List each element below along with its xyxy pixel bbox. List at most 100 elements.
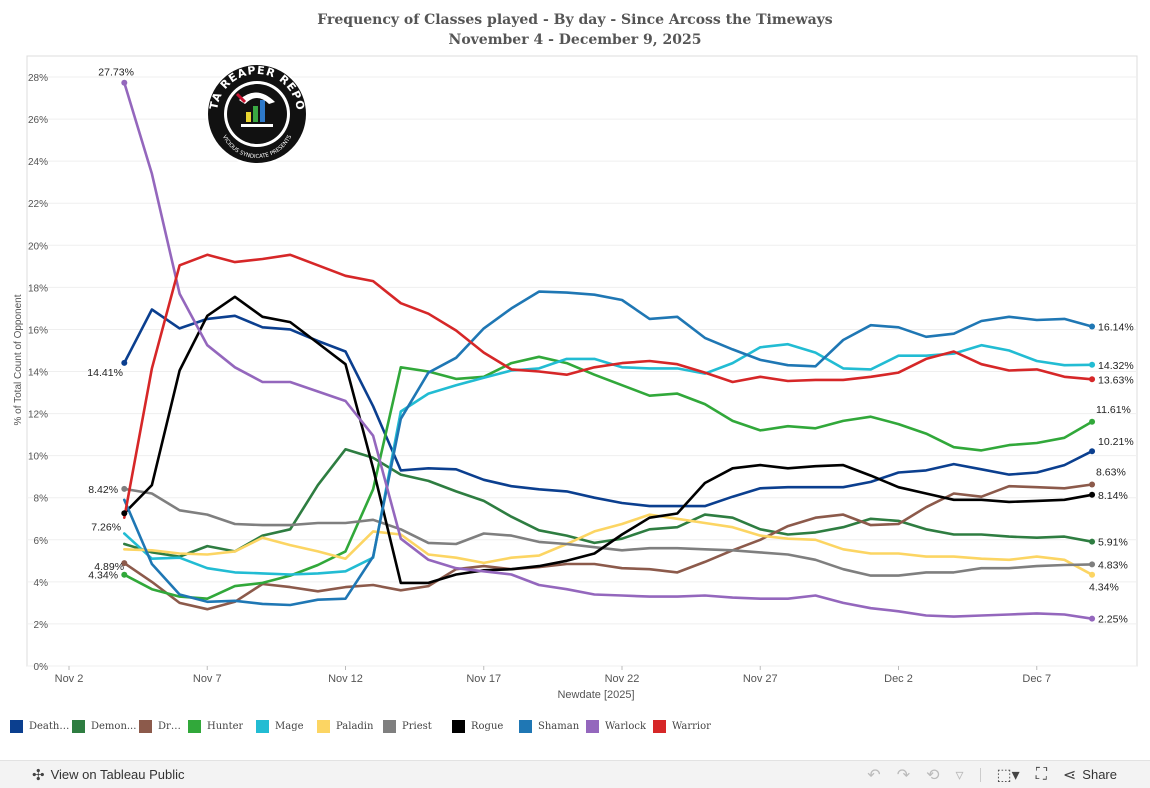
legend-label: Warrior bbox=[672, 720, 711, 732]
legend-swatch bbox=[72, 719, 85, 733]
legend-label: Shaman bbox=[538, 720, 580, 732]
series-endpoints bbox=[121, 79, 1096, 622]
legend-swatch bbox=[10, 719, 23, 733]
legend-item-warrior[interactable]: Warrior bbox=[653, 719, 713, 733]
undo-icon[interactable]: ↶ bbox=[867, 766, 881, 784]
series-line-priest[interactable] bbox=[123, 487, 1094, 577]
start-data-label: 4.34% bbox=[88, 570, 118, 582]
legend-swatch bbox=[519, 719, 532, 733]
y-tick-label: 0% bbox=[34, 662, 49, 673]
series-start-point[interactable] bbox=[121, 359, 128, 366]
x-tick-label: Nov 22 bbox=[605, 673, 640, 685]
share-icon: ⋖ bbox=[1062, 766, 1077, 784]
legend-label: Druid bbox=[158, 720, 186, 732]
legend-item-demon-hunter[interactable]: Demon... bbox=[72, 719, 139, 733]
legend-label: Hunter bbox=[207, 720, 244, 732]
series-end-point[interactable] bbox=[1089, 538, 1096, 545]
view-on-tableau-link[interactable]: ✣ View on Tableau Public bbox=[32, 766, 185, 784]
series-end-point[interactable] bbox=[1089, 448, 1096, 455]
series-line-paladin[interactable] bbox=[123, 513, 1094, 576]
start-data-label: 8.42% bbox=[88, 484, 118, 496]
end-data-label: 8.63% bbox=[1096, 466, 1126, 478]
legend-label: Paladin bbox=[336, 720, 374, 732]
end-data-label: 4.34% bbox=[1089, 582, 1119, 594]
legend-swatch bbox=[317, 719, 330, 733]
legend-swatch bbox=[256, 719, 269, 733]
legend-swatch bbox=[586, 719, 599, 733]
legend-label: Warlock bbox=[605, 720, 647, 732]
series-line-rogue[interactable] bbox=[123, 295, 1094, 585]
legend-item-shaman[interactable]: Shaman bbox=[519, 719, 586, 733]
start-data-label: 4.89% bbox=[94, 561, 124, 573]
legend-item-hunter[interactable]: Hunter bbox=[188, 719, 256, 733]
legend-label: Priest bbox=[402, 720, 432, 732]
x-tick-label: Nov 27 bbox=[743, 673, 778, 685]
end-data-label: 4.83% bbox=[1098, 559, 1128, 571]
x-tick-label: Nov 12 bbox=[328, 673, 363, 685]
y-axis-label: % of Total Count of Opponent bbox=[13, 294, 24, 425]
legend-item-warlock[interactable]: Warlock bbox=[586, 719, 653, 733]
legend-label: Demon... bbox=[91, 720, 137, 732]
series-end-point[interactable] bbox=[1089, 561, 1096, 568]
legend-swatch bbox=[188, 719, 201, 733]
y-axis-ticks: 0% 2% 4% 6% 8% 10% 12% 14% 16% 18% 20% 22% 24% 26% 28% bbox=[28, 73, 48, 673]
series-end-point[interactable] bbox=[1089, 418, 1096, 425]
x-tick-label: Nov 17 bbox=[466, 673, 501, 685]
legend-item-rogue[interactable]: Rogue bbox=[452, 719, 519, 733]
series-end-point[interactable] bbox=[1089, 571, 1096, 578]
revert-icon[interactable]: ⟲ bbox=[926, 766, 940, 784]
start-data-label: 7.26% bbox=[91, 521, 121, 533]
series-line-demon-hunter[interactable] bbox=[123, 448, 1094, 558]
legend-item-mage[interactable]: Mage bbox=[256, 719, 317, 733]
chart-title: Frequency of Classes played - By day - S… bbox=[0, 10, 1150, 50]
series-line-mage[interactable] bbox=[123, 342, 1094, 576]
end-data-label: 16.14% bbox=[1098, 322, 1134, 334]
series-end-point[interactable] bbox=[1089, 361, 1096, 368]
x-tick-label: Dec 7 bbox=[1022, 673, 1051, 685]
series-start-point[interactable] bbox=[121, 79, 128, 86]
x-axis-ticks: Nov 2 Nov 7 Nov 12 Nov 17 Nov 22 Nov 27 Dec 2 D… bbox=[55, 666, 1051, 685]
y-tick-label: 10% bbox=[28, 452, 48, 463]
download-icon[interactable]: ⬚▾ bbox=[996, 766, 1020, 784]
tableau-toolbar: ✣ View on Tableau Public ↶ ↷ ⟲ ▿ ⬚▾ ⛶ ⋖ … bbox=[0, 760, 1150, 788]
y-tick-label: 28% bbox=[28, 73, 48, 84]
y-tick-label: 12% bbox=[28, 410, 48, 421]
series-end-point[interactable] bbox=[1089, 481, 1096, 488]
x-axis-label: Newdate [2025] bbox=[557, 689, 634, 701]
legend-item-druid[interactable]: Druid bbox=[139, 719, 188, 733]
tableau-logo-icon: ✣ bbox=[32, 766, 45, 784]
end-data-label: 11.61% bbox=[1096, 404, 1131, 416]
series-line-hunter[interactable] bbox=[123, 355, 1094, 600]
chart-title-line: Frequency of Classes played - By day - S… bbox=[317, 12, 833, 28]
series-line-druid[interactable] bbox=[123, 483, 1094, 611]
share-button[interactable]: ⋖ Share bbox=[1063, 765, 1117, 785]
series-line-shaman[interactable] bbox=[123, 290, 1094, 607]
x-tick-label: Nov 2 bbox=[55, 673, 84, 685]
series-end-point[interactable] bbox=[1089, 323, 1096, 330]
legend-swatch bbox=[383, 719, 396, 733]
series-line-deathknight[interactable] bbox=[123, 308, 1094, 508]
y-tick-label: 6% bbox=[34, 536, 49, 547]
series-line-warlock[interactable] bbox=[123, 81, 1094, 620]
redo-icon[interactable]: ↷ bbox=[896, 766, 911, 784]
series-start-point[interactable] bbox=[121, 560, 128, 567]
pause-icon[interactable]: ▿ bbox=[955, 766, 964, 784]
legend-item-deathknight[interactable]: DeathK... bbox=[10, 719, 72, 733]
series-line-warrior[interactable] bbox=[123, 253, 1094, 519]
series-start-point[interactable] bbox=[121, 510, 128, 517]
toolbar-divider bbox=[979, 767, 981, 782]
legend-item-paladin[interactable]: Paladin bbox=[317, 719, 383, 733]
legend-swatch bbox=[452, 719, 465, 733]
series-end-point[interactable] bbox=[1089, 376, 1096, 383]
fullscreen-icon[interactable]: ⛶ bbox=[1035, 765, 1047, 783]
legend-swatch bbox=[653, 719, 666, 733]
series-start-point[interactable] bbox=[121, 485, 128, 492]
end-data-label: 5.91% bbox=[1098, 537, 1128, 549]
series-start-point[interactable] bbox=[121, 571, 128, 578]
legend-item-priest[interactable]: Priest bbox=[383, 719, 452, 733]
chart-subtitle: November 4 - December 9, 2025 bbox=[448, 32, 702, 48]
share-label: Share bbox=[1082, 767, 1117, 782]
series-end-point[interactable] bbox=[1089, 491, 1096, 498]
x-tick-label: Nov 7 bbox=[193, 673, 222, 685]
series-end-point[interactable] bbox=[1089, 615, 1096, 622]
